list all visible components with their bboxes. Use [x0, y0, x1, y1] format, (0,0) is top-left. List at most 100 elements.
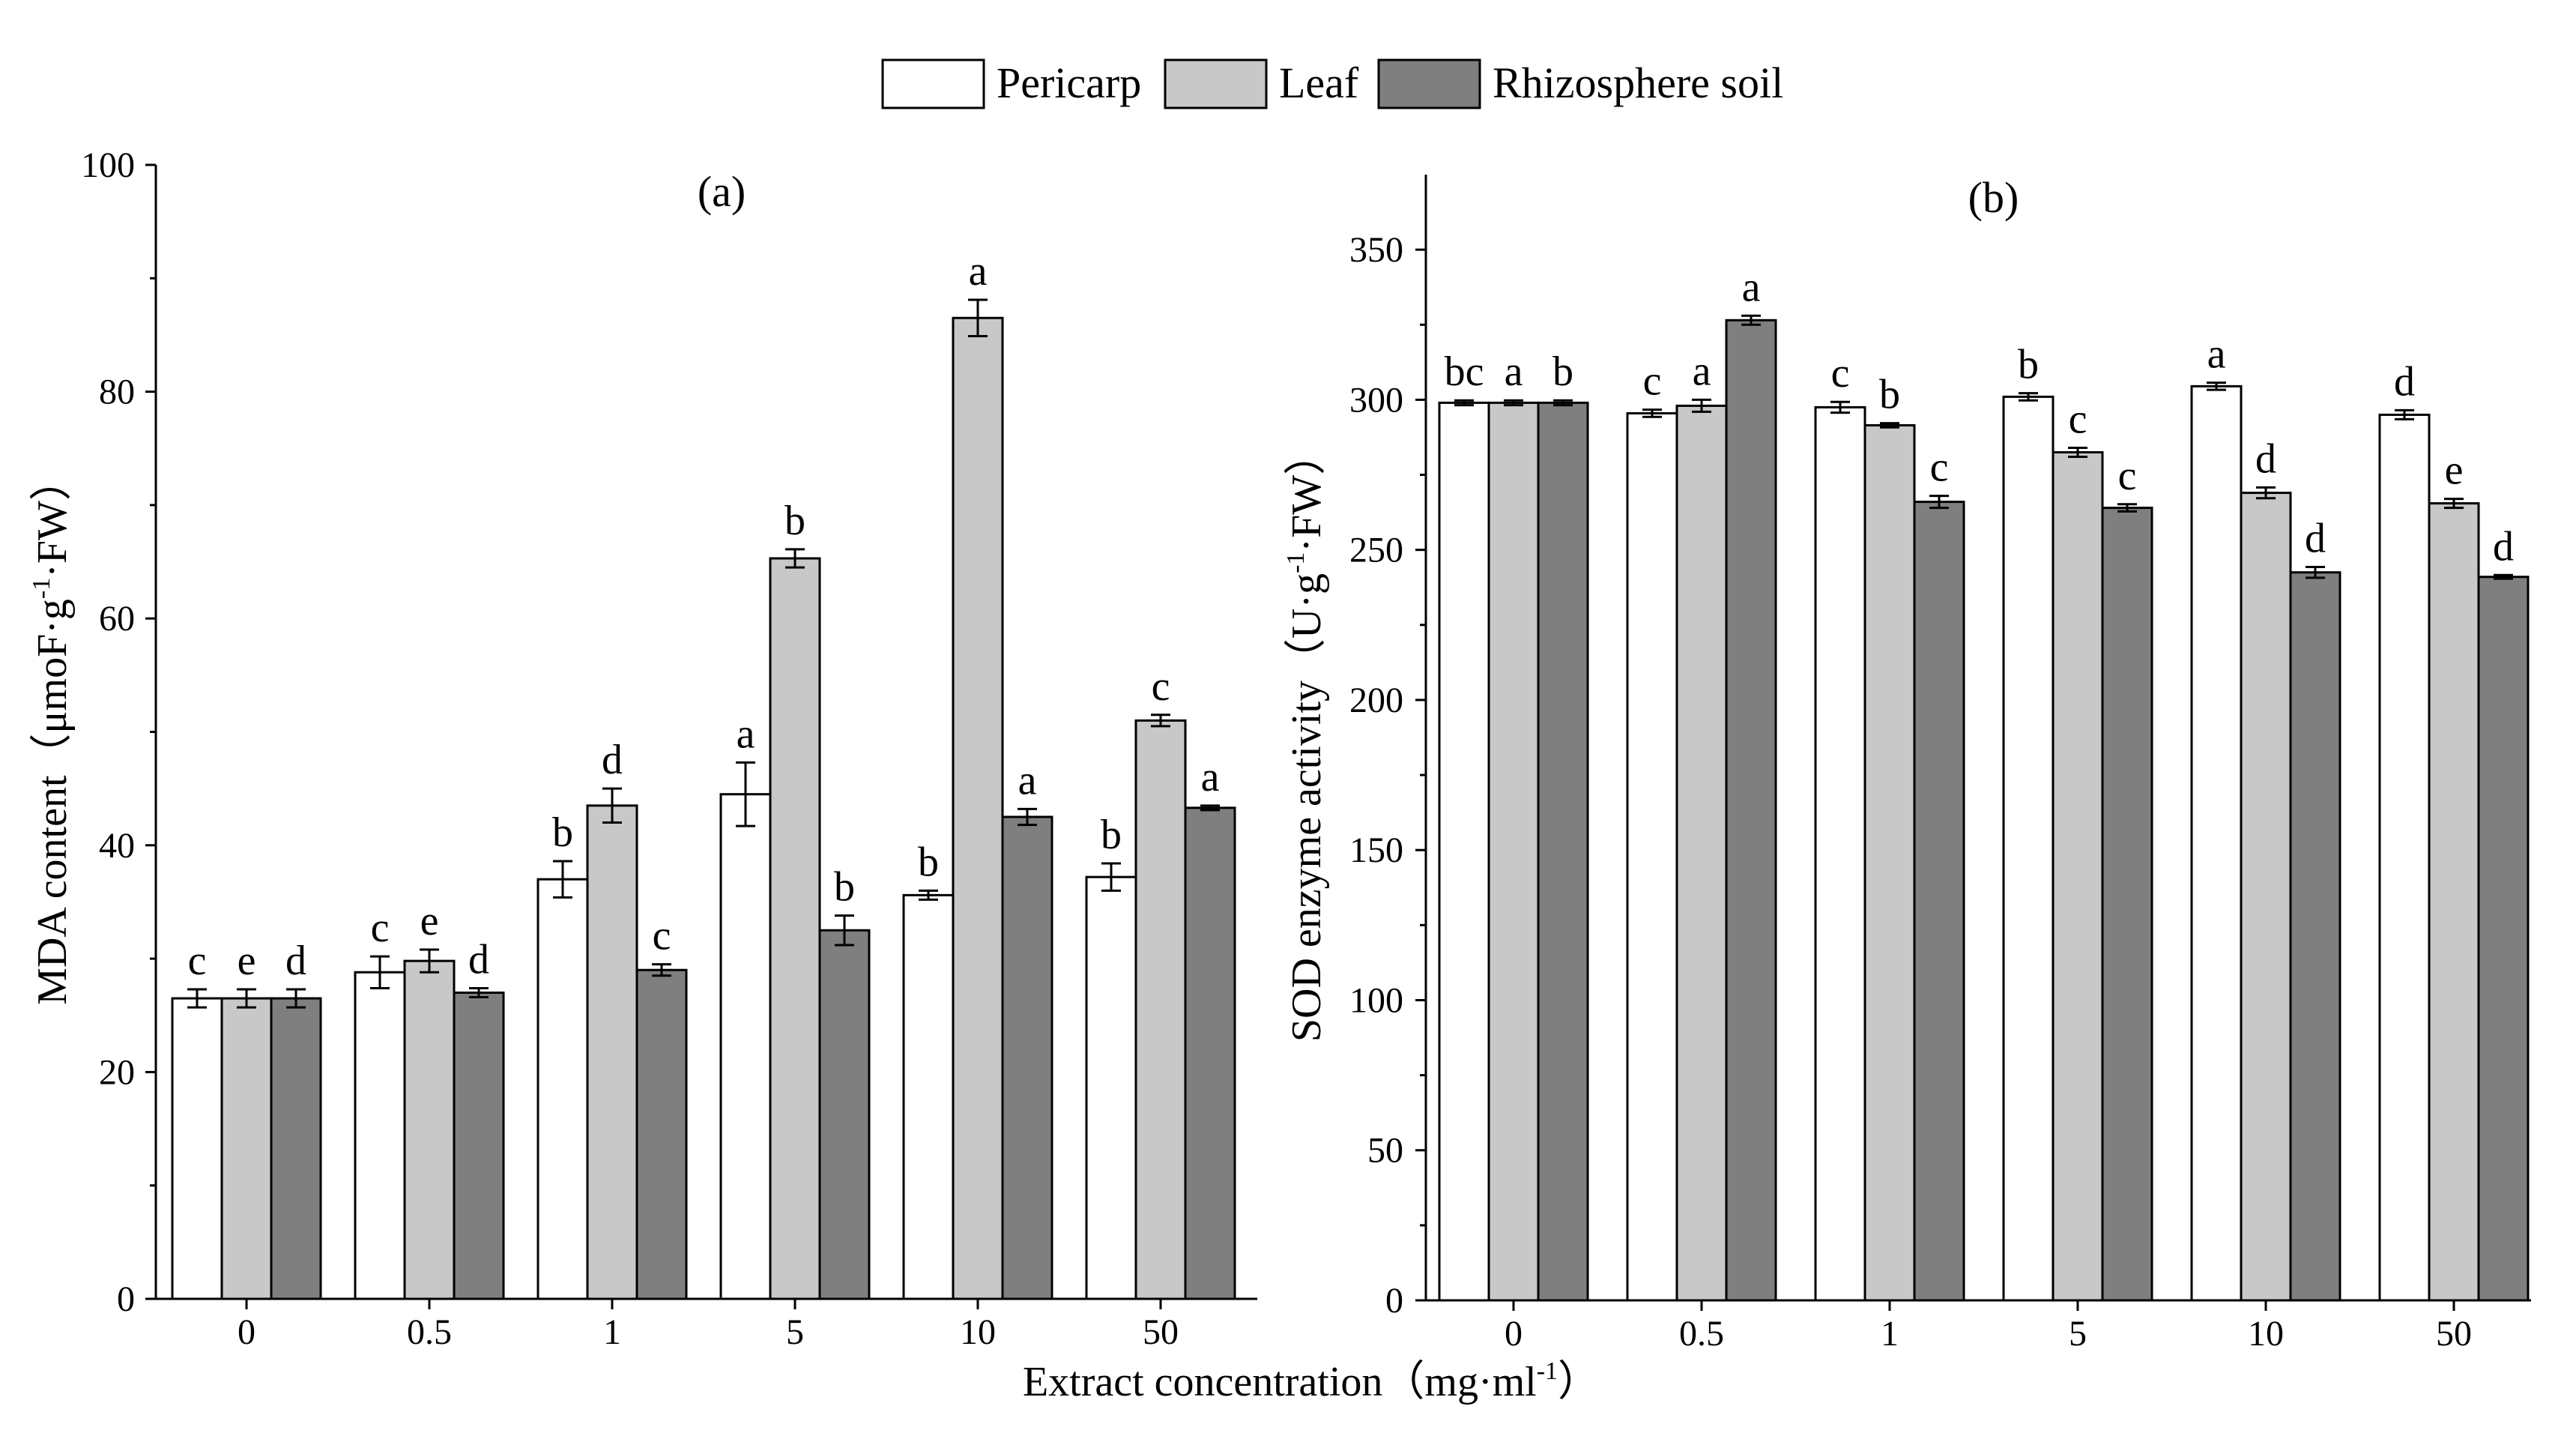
panel-a-error-bar — [1200, 804, 1220, 812]
panel-a-error-bar — [1018, 807, 1037, 827]
panel-a-error-bar — [553, 860, 572, 899]
panel-a-bar-rhizosphere-soil — [1184, 806, 1236, 1300]
panel-b-y-tick-label: 350 — [1349, 230, 1403, 270]
panel-b-error-bar — [1553, 399, 1573, 407]
panel-a-bar-leaf — [769, 557, 821, 1300]
panel-a-significance-letter: d — [602, 737, 623, 783]
panel-a-x-tick-label: 1 — [603, 1312, 621, 1352]
panel-b-x-tick-label: 50 — [2436, 1314, 2472, 1354]
panel-a-x-tick-label: 10 — [960, 1312, 996, 1352]
panel-b-x-tick-label: 10 — [2248, 1314, 2284, 1354]
legend-swatch-rhizosphere-soil — [1377, 58, 1481, 109]
panel-a-significance-letter: d — [285, 938, 306, 984]
panel-a-x-tick-label: 50 — [1143, 1312, 1179, 1352]
panel-a-significance-letter: a — [1201, 754, 1220, 800]
panel-b-x-tick-label: 0.5 — [1679, 1314, 1724, 1354]
panel-b-bar-rhizosphere-soil — [2289, 571, 2341, 1302]
panel-b-significance-letter: a — [1505, 349, 1523, 395]
panel-a-error-bar — [602, 787, 622, 824]
x-axis-title-main: Extract concentration（mg·ml — [1023, 1359, 1537, 1405]
panel-b-significance-letter: b — [2018, 342, 2039, 388]
panel-b-y-tick-label: 0 — [1385, 1281, 1403, 1321]
legend-swatch-pericarp — [881, 58, 985, 109]
panel-b-bar-pericarp — [1626, 411, 1678, 1302]
panel-a-x-tick-label: 0.5 — [407, 1312, 452, 1352]
panel-b-error-bar — [1880, 422, 1899, 429]
panel-a-bar-rhizosphere-soil — [818, 929, 871, 1300]
panel-a-y-tick-label: 80 — [99, 372, 135, 412]
panel-b-error-bar — [2494, 573, 2513, 580]
panel-a-y-tick-label: 0 — [117, 1279, 135, 1319]
panel-b-bar-rhizosphere-soil — [2477, 576, 2530, 1302]
panel-a-error-bar — [1151, 714, 1170, 728]
panel-b-bar-rhizosphere-soil — [1913, 501, 1965, 1302]
panel-b-bar-leaf — [2240, 492, 2292, 1302]
y-axis-title-end: ·FW） — [1284, 433, 1330, 552]
panel-b-y-tick-label: 100 — [1349, 980, 1403, 1020]
panel-b-error-bar — [1692, 398, 1711, 413]
panel-b-y-tick-label: 300 — [1349, 380, 1403, 420]
panel-b-bar-rhizosphere-soil — [2101, 507, 2153, 1302]
panel-b-error-bar — [2207, 381, 2226, 391]
panel-b-bar-leaf — [2428, 502, 2480, 1302]
y-axis-title-end: ·FW） — [29, 459, 76, 578]
panel-a-bar-leaf — [586, 804, 638, 1300]
panel-b-error-bar — [1454, 399, 1474, 407]
panel-b-error-bar — [2117, 503, 2137, 513]
panel-b-significance-letter: c — [1831, 350, 1850, 396]
panel-a-y-tick-label: 20 — [99, 1052, 135, 1092]
panel-a-y-axis-title: MDA content（μmoF·g-1·FW） — [28, 459, 76, 1005]
panel-a-label: (a) — [698, 167, 746, 216]
panel-b-error-bar — [2444, 498, 2464, 510]
panel-b-bar-leaf — [1675, 404, 1728, 1302]
panel-a-bar-rhizosphere-soil — [1001, 815, 1053, 1300]
panel-b-bar-pericarp — [2378, 413, 2431, 1302]
panel-a-significance-letter: c — [188, 938, 207, 984]
panel-b-error-bar — [2395, 408, 2414, 420]
panel-a-bar-rhizosphere-soil — [270, 997, 322, 1300]
panel-b-bar-pericarp — [2002, 395, 2055, 1302]
panel-a-error-bar — [469, 986, 489, 999]
panel-a-bar-pericarp — [1085, 875, 1137, 1300]
panel-a-bar-leaf — [403, 959, 456, 1300]
panel-a-bar-pericarp — [536, 878, 589, 1300]
panel-a-significance-letter: a — [969, 248, 988, 295]
legend-label-pericarp: Pericarp — [997, 58, 1141, 107]
panel-b-significance-letter: c — [2118, 453, 2137, 499]
panel-b-significance-letter: c — [2069, 396, 2087, 442]
panel-b-label: (b) — [1968, 173, 2019, 222]
panel-b-bar-leaf — [1863, 423, 1916, 1302]
panel-a-error-bar — [237, 988, 256, 1009]
panel-a-error-bar — [370, 955, 390, 989]
panel-a-bar-pericarp — [902, 893, 955, 1300]
panel-b-error-bar — [1504, 399, 1523, 407]
panel-b-significance-letter: b — [1552, 349, 1573, 395]
panel-a-error-bar — [785, 548, 805, 569]
panel-a-x-tick-label: 0 — [238, 1312, 256, 1352]
panel-b-significance-letter: a — [2207, 331, 2226, 378]
panel-b-significance-letter: d — [2493, 523, 2514, 570]
panel-a-error-bar — [652, 963, 671, 977]
panel-b-error-bar — [1929, 495, 1949, 510]
panel-a-bar-leaf — [1134, 719, 1187, 1300]
panel-a-x-tick-label: 5 — [786, 1312, 804, 1352]
panel-a-bar-rhizosphere-soil — [635, 968, 688, 1300]
panel-b-bar-rhizosphere-soil — [1725, 319, 1777, 1302]
panel-b-significance-letter: c — [1930, 444, 1949, 491]
panel-b-bar-pericarp — [1438, 401, 1490, 1302]
panel-b-significance-letter: a — [1693, 348, 1711, 394]
panel-a-bar-pericarp — [354, 971, 406, 1300]
panel-b-significance-letter: d — [2305, 515, 2326, 561]
panel-a-significance-letter: c — [1152, 663, 1170, 710]
panel-b-bar-leaf — [1487, 401, 1540, 1302]
panel-a-error-bar — [420, 948, 439, 974]
panel-b-x-tick-label: 0 — [1505, 1314, 1523, 1354]
panel-a-error-bar — [919, 889, 938, 901]
panel-b-significance-letter: bc — [1445, 349, 1484, 395]
legend: Pericarp Leaf Rhizosphere soil — [881, 58, 1783, 109]
panel-a-bar-pericarp — [719, 793, 772, 1300]
legend-label-rhizosphere-soil: Rhizosphere soil — [1493, 58, 1783, 107]
